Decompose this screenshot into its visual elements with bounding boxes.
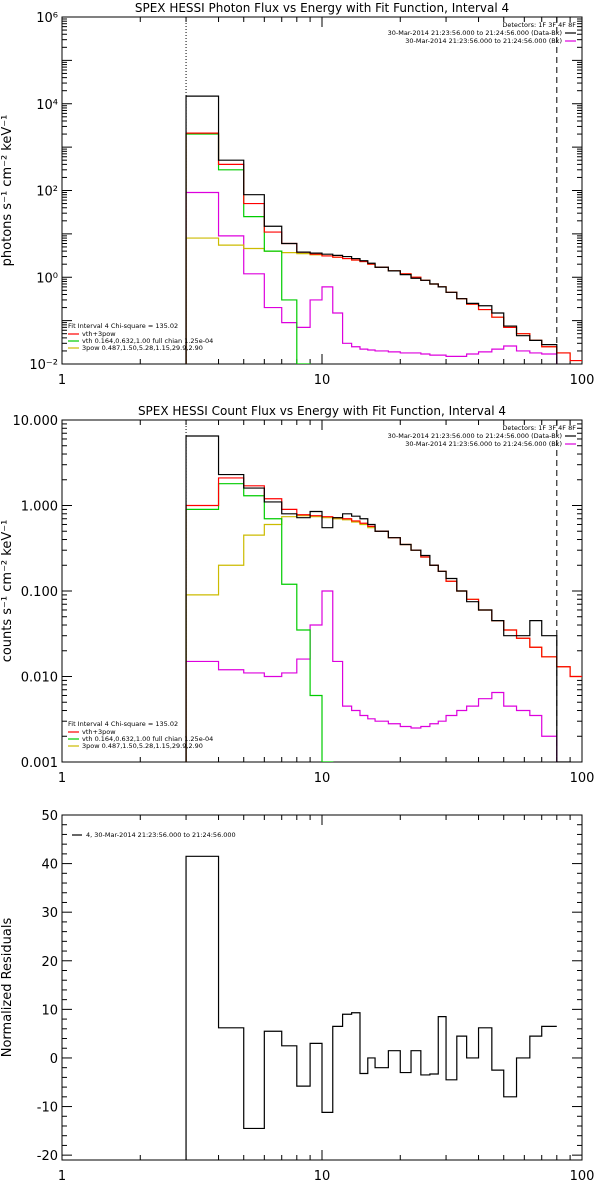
series-line-3: [185, 133, 311, 364]
y-tick-label: 10⁰: [36, 271, 58, 286]
chart-panel-3: Normalized Residuals 1 10 100 -20 -10 0 10 20 30 4…: [0, 809, 594, 1184]
y-axis-label: counts s⁻¹ cm⁻² keV⁻¹: [0, 520, 15, 663]
series-group: [185, 855, 557, 1160]
series-line-4: [185, 237, 582, 364]
fit-legend-entry-3: 3pow 0.487,1.50,5.28,1.15,29.9,2.90: [82, 344, 203, 352]
y-tick-label: -20: [37, 1149, 58, 1164]
fit-legend-entry-3: 3pow 0.487,1.50,5.28,1.15,29.9,2.90: [82, 742, 203, 750]
series-group: [185, 95, 582, 364]
x-tick-label: 10: [314, 373, 331, 388]
series-line-1: [185, 95, 558, 364]
y-tick-label: -10: [37, 1101, 58, 1116]
y-axis-label: photons s⁻¹ cm⁻² keV⁻¹: [0, 115, 15, 267]
series-group: [185, 435, 582, 762]
y-axis-label: Normalized Residuals: [0, 918, 15, 1058]
chart-panel-2: SPEX HESSI Count Flux vs Energy with Fit…: [0, 404, 594, 786]
chart-title: SPEX HESSI Photon Flux vs Energy with Fi…: [135, 1, 509, 15]
series-line-5: [185, 590, 558, 762]
y-tick-label: 10²: [36, 185, 58, 200]
y-tick-label: 0.100: [21, 585, 58, 600]
legend-entry-1: 30-Mar-2014 21:23:56.000 to 21:24:56.000…: [388, 29, 562, 37]
fit-legend-entry-2: vth 0.164,0.632,1.00 full chian 1.25e-04: [82, 337, 213, 345]
chart-panel-1: SPEX HESSI Photon Flux vs Energy with Fi…: [0, 1, 594, 388]
plot-frame: [61, 16, 583, 365]
fit-legend-entry-1: vth+3pow: [82, 728, 116, 736]
y-tick-label: 50: [41, 809, 58, 824]
y-tick-label: 10: [41, 1003, 58, 1018]
y-tick-label: 0: [50, 1052, 58, 1067]
y-tick-label: 10⁴: [36, 98, 58, 113]
fit-legend-entry-1: vth+3pow: [82, 330, 116, 338]
x-tick-label: 10: [314, 1169, 331, 1184]
y-tick-label: 0.001: [21, 756, 58, 771]
y-tick-label: 10.000: [13, 414, 59, 429]
x-tick-label: 10: [314, 771, 331, 786]
y-tick-label: 10⁶: [36, 11, 58, 26]
x-tick-label: 100: [570, 1169, 595, 1184]
legend-entry-2: 30-Mar-2014 21:23:56.000 to 21:24:56.000…: [405, 440, 562, 448]
x-tick-label: 1: [58, 1169, 66, 1184]
legend-entry-1: 30-Mar-2014 21:23:56.000 to 21:24:56.000…: [388, 432, 562, 440]
series-line-1: [185, 855, 557, 1160]
series-line-1: [185, 435, 571, 762]
series-line-2: [185, 132, 582, 364]
fit-legend-header: Fit Interval 4 Chi-square = 135.02: [68, 720, 178, 728]
legend-detectors: Detectors: 1F 3F 4F 8F: [502, 424, 576, 432]
fit-legend-header: Fit Interval 4 Chi-square = 135.02: [68, 322, 178, 330]
y-tick-label: 20: [41, 955, 58, 970]
y-tick-label: 40: [41, 858, 58, 873]
x-tick-label: 1: [58, 373, 66, 388]
legend-top-left: 4, 30-Mar-2014 21:23:56.000 to 21:24:56.…: [72, 831, 236, 839]
x-tick-label: 100: [570, 373, 595, 388]
series-line-3: [185, 483, 334, 762]
y-tick-label: 0.010: [21, 671, 58, 686]
series-line-4: [185, 515, 582, 762]
chart-title: SPEX HESSI Count Flux vs Energy with Fit…: [138, 404, 506, 418]
fit-legend: Fit Interval 4 Chi-square = 135.02vth+3p…: [68, 322, 213, 352]
legend-entry-1: 4, 30-Mar-2014 21:23:56.000 to 21:24:56.…: [86, 831, 236, 839]
x-tick-label: 1: [58, 771, 66, 786]
legend-detectors: Detectors: 1F 3F 4F 8F: [502, 21, 576, 29]
y-tick-label: 30: [41, 906, 58, 921]
y-tick-label: 1.000: [21, 500, 58, 515]
x-tick-label: 100: [570, 771, 595, 786]
fit-legend: Fit Interval 4 Chi-square = 135.02vth+3p…: [68, 720, 213, 750]
y-tick-label: 10⁻²: [29, 358, 58, 373]
fit-legend-entry-2: vth 0.164,0.632,1.00 full chian 1.25e-04: [82, 735, 213, 743]
series-line-5: [185, 191, 558, 364]
legend-entry-2: 30-Mar-2014 21:23:56.000 to 21:24:56.000…: [405, 37, 562, 45]
